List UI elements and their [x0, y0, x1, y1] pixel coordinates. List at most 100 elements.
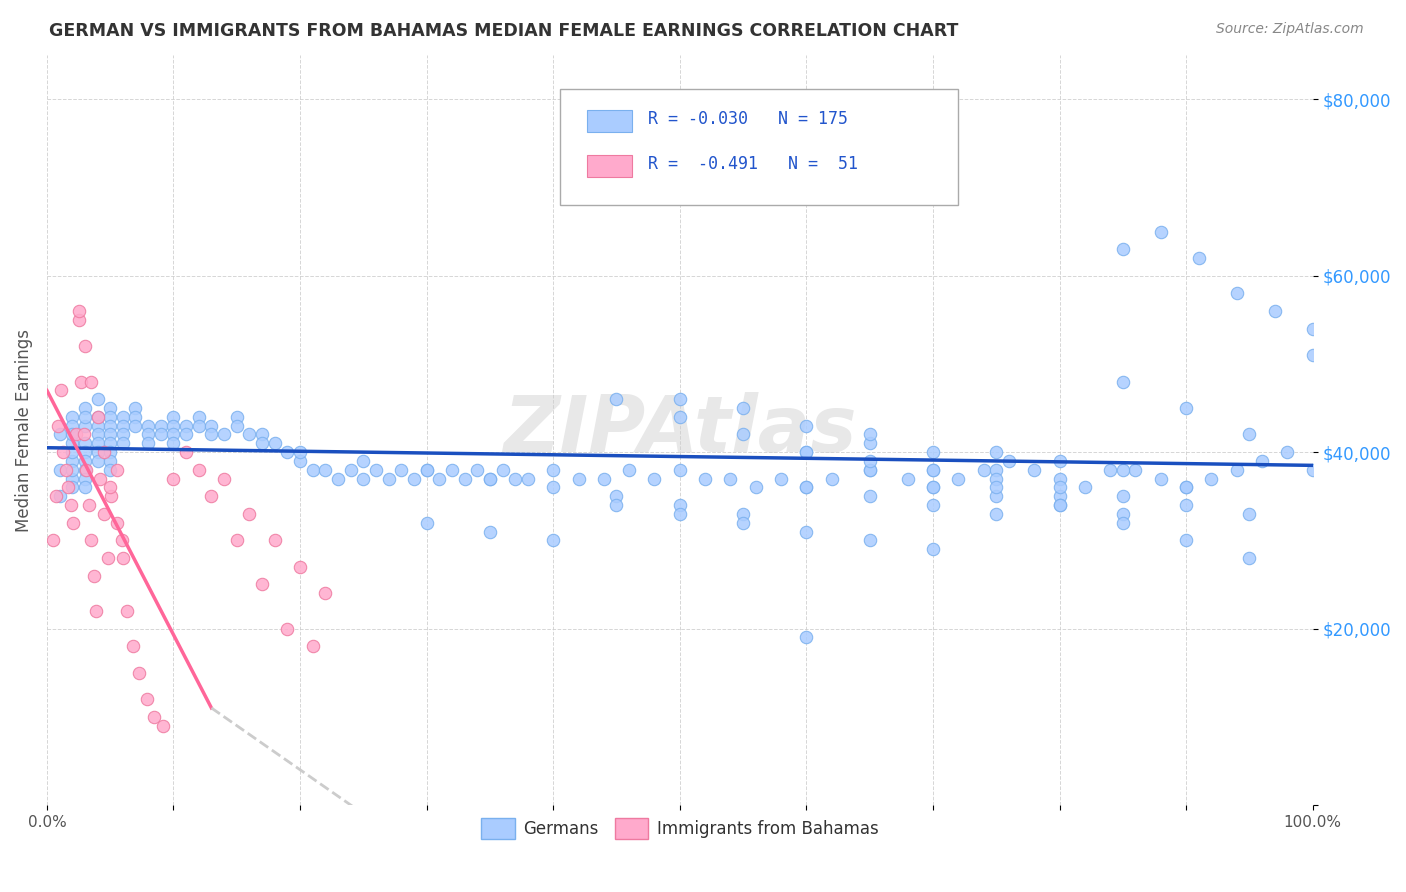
Point	[136, 418, 159, 433]
Point	[225, 418, 247, 433]
Point	[1112, 489, 1135, 503]
Point	[73, 418, 96, 433]
Point	[52, 445, 75, 459]
Point	[478, 472, 501, 486]
Point	[98, 454, 121, 468]
Point	[948, 472, 970, 486]
Point	[93, 507, 115, 521]
Legend: Germans, Immigrants from Bahamas: Germans, Immigrants from Bahamas	[475, 812, 884, 846]
Point	[83, 568, 105, 582]
Point	[288, 445, 311, 459]
Point	[352, 454, 374, 468]
Point	[731, 516, 754, 530]
Point	[859, 463, 882, 477]
Point	[48, 489, 70, 503]
Point	[187, 463, 209, 477]
Point	[326, 472, 349, 486]
Point	[86, 454, 108, 468]
Point	[643, 472, 665, 486]
Point	[162, 409, 184, 424]
Point	[693, 472, 716, 486]
Point	[73, 401, 96, 415]
Point	[73, 445, 96, 459]
Point	[86, 445, 108, 459]
Point	[162, 427, 184, 442]
Point	[1239, 427, 1261, 442]
Point	[301, 639, 323, 653]
Y-axis label: Median Female Earnings: Median Female Earnings	[15, 328, 32, 532]
Point	[111, 436, 134, 450]
Point	[80, 375, 103, 389]
Point	[149, 418, 172, 433]
Point	[1150, 225, 1173, 239]
Point	[605, 392, 627, 407]
Point	[276, 622, 298, 636]
Point	[42, 533, 65, 548]
Point	[1049, 498, 1071, 512]
Point	[1099, 463, 1122, 477]
Text: R =  -0.491   N =  51: R = -0.491 N = 51	[648, 155, 858, 173]
Point	[98, 480, 121, 494]
Point	[541, 463, 564, 477]
Point	[1251, 454, 1274, 468]
Point	[276, 445, 298, 459]
Point	[67, 313, 90, 327]
Point	[77, 498, 100, 512]
Point	[1175, 498, 1198, 512]
Point	[174, 445, 197, 459]
Point	[86, 418, 108, 433]
Point	[98, 427, 121, 442]
Point	[187, 409, 209, 424]
Point	[859, 489, 882, 503]
Point	[250, 577, 273, 591]
Point	[922, 498, 945, 512]
Point	[250, 427, 273, 442]
Point	[73, 463, 96, 477]
Point	[72, 427, 94, 442]
Point	[55, 463, 77, 477]
Point	[60, 463, 83, 477]
Point	[1226, 286, 1249, 301]
Point	[1175, 480, 1198, 494]
Point	[796, 524, 818, 539]
Point	[1226, 463, 1249, 477]
Point	[86, 392, 108, 407]
Point	[200, 418, 222, 433]
Point	[263, 533, 285, 548]
Point	[200, 427, 222, 442]
Point	[45, 489, 67, 503]
Point	[122, 639, 145, 653]
Point	[288, 454, 311, 468]
Point	[73, 339, 96, 353]
Point	[389, 463, 412, 477]
Point	[162, 436, 184, 450]
Point	[731, 401, 754, 415]
Point	[89, 472, 111, 486]
Point	[86, 436, 108, 450]
Point	[238, 507, 260, 521]
Point	[668, 498, 690, 512]
Point	[111, 409, 134, 424]
Point	[58, 480, 80, 494]
Point	[97, 551, 120, 566]
Point	[1201, 472, 1223, 486]
Point	[592, 472, 614, 486]
Point	[65, 427, 87, 442]
Point	[922, 445, 945, 459]
Point	[162, 472, 184, 486]
Point	[1049, 472, 1071, 486]
Point	[339, 463, 361, 477]
Point	[541, 533, 564, 548]
Point	[174, 418, 197, 433]
Point	[60, 427, 83, 442]
Point	[415, 463, 437, 477]
Point	[212, 427, 235, 442]
Point	[1264, 304, 1286, 318]
Point	[1112, 375, 1135, 389]
Point	[301, 463, 323, 477]
Point	[70, 375, 93, 389]
Point	[110, 533, 132, 548]
Point	[128, 665, 150, 680]
Point	[60, 454, 83, 468]
Point	[100, 489, 122, 503]
